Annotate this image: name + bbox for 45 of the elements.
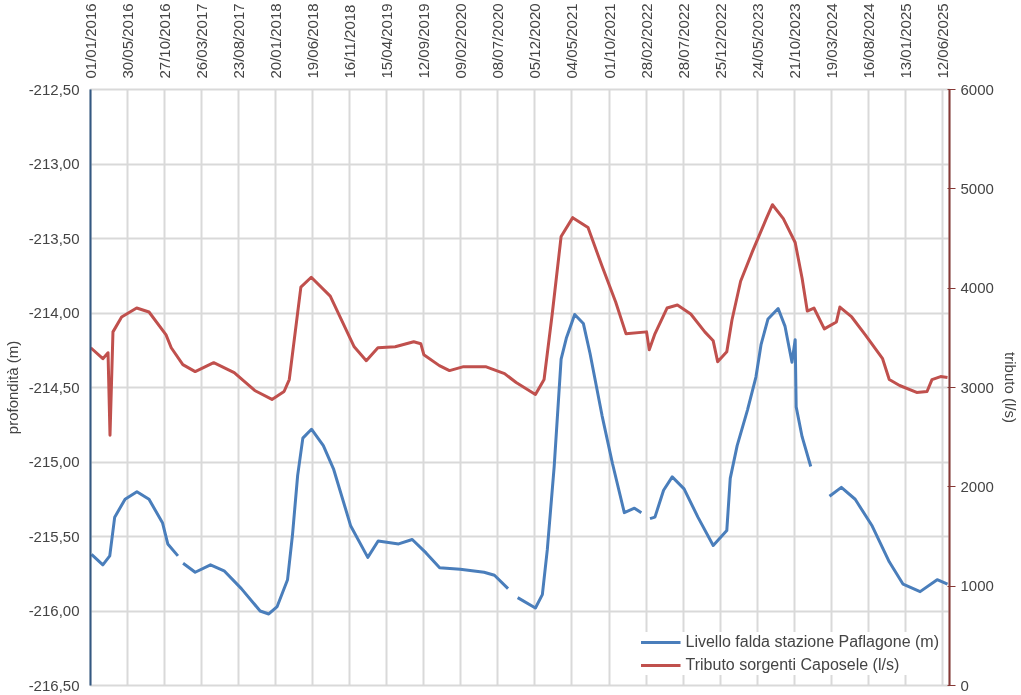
x-tick-label: 13/01/2025	[896, 3, 914, 79]
y-tick-label: -214,50	[28, 378, 80, 396]
x-tick-label: 23/08/2017	[230, 3, 248, 79]
y-tick-label: -212,50	[28, 80, 80, 98]
x-tick-label: 08/07/2020	[489, 3, 507, 79]
legend-label: Tributo sorgenti Caposele (l/s)	[685, 656, 900, 674]
x-tick-label: 09/02/2020	[452, 3, 470, 79]
x-tick-label: 15/04/2019	[378, 3, 396, 79]
y2-tick-label: 4000	[960, 279, 994, 297]
x-tick-label: 16/11/2018	[341, 4, 359, 79]
x-tick-label: 20/01/2018	[267, 3, 285, 79]
y-tick-label: -214,00	[28, 304, 80, 321]
y-tick-label: -213,00	[28, 155, 80, 172]
x-tick-label: 05/12/2020	[526, 3, 544, 79]
legend-label: Livello falda stazione Paflagone (m)	[685, 633, 939, 651]
x-tick-label: 27/10/2016	[156, 3, 174, 79]
line-series	[90, 203, 950, 437]
x-tick-label: 01/10/2021	[600, 3, 618, 79]
x-tick-label: 30/05/2016	[119, 3, 137, 79]
x-tick-label: 12/06/2025	[933, 3, 951, 79]
y2-axis-title: tributo (l/s)	[1001, 352, 1019, 423]
y2-tick-label: 2000	[960, 477, 994, 495]
x-tick-label: 12/09/2019	[415, 3, 433, 79]
x-tick-label: 21/10/2023	[785, 3, 803, 79]
y2-tick-label: 5000	[960, 179, 994, 197]
x-tick-label: 24/05/2023	[748, 3, 766, 79]
x-tick-label: 28/02/2022	[637, 3, 655, 79]
y2-tick-label: 0	[960, 676, 969, 694]
y-tick-label: -216,00	[28, 602, 80, 619]
x-tick-label: 19/03/2024	[822, 3, 840, 79]
y-axis-title: profondità (m)	[3, 340, 21, 435]
y2-tick-label: 3000	[960, 378, 994, 396]
x-tick-label: 26/03/2017	[193, 3, 211, 79]
x-tick-label: 25/12/2022	[711, 3, 729, 79]
x-tick-label: 28/07/2022	[674, 3, 692, 79]
x-tick-label: 04/05/2021	[563, 3, 581, 79]
y-tick-label: -216,50	[28, 676, 80, 694]
x-tick-label: 19/06/2018	[304, 3, 322, 79]
x-tick-label: 16/08/2024	[859, 3, 877, 79]
y-tick-label: -215,00	[28, 453, 80, 470]
y2-tick-label: 1000	[960, 577, 994, 595]
y-tick-label: -213,50	[28, 229, 80, 247]
y2-tick-label: 6000	[960, 80, 994, 98]
x-tick-label: 01/01/2016	[82, 3, 99, 79]
y-tick-label: -215,50	[28, 527, 80, 545]
